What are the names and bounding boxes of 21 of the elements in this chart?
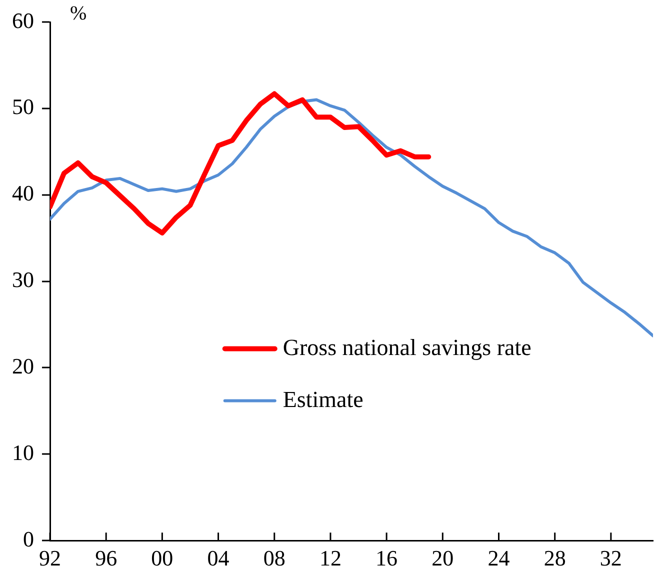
y-axis-title: % — [70, 2, 87, 24]
y-tick-label: 50 — [12, 94, 34, 120]
x-tick-label: 32 — [600, 546, 622, 571]
x-tick-label: 08 — [263, 546, 286, 571]
x-tick-label: 00 — [151, 546, 174, 571]
y-tick-label: 10 — [12, 440, 34, 465]
x-tick-label: 28 — [544, 546, 566, 571]
x-tick-label: 16 — [376, 546, 398, 571]
legend-label: Estimate — [282, 386, 364, 412]
y-tick-label: 40 — [12, 180, 34, 206]
y-tick-label: 0 — [23, 526, 34, 552]
x-tick-label: 96 — [95, 546, 118, 571]
legend-label: Gross national savings rate — [282, 334, 532, 360]
x-tick-label: 20 — [432, 546, 454, 571]
x-tick-label: 12 — [319, 546, 342, 571]
y-tick-label: 20 — [12, 354, 34, 379]
y-tick-label: 60 — [12, 8, 34, 33]
x-tick-label: 92 — [39, 546, 61, 571]
y-tick-label: 30 — [12, 267, 34, 292]
x-tick-label: 04 — [207, 546, 230, 571]
x-tick-label: 24 — [488, 546, 510, 571]
